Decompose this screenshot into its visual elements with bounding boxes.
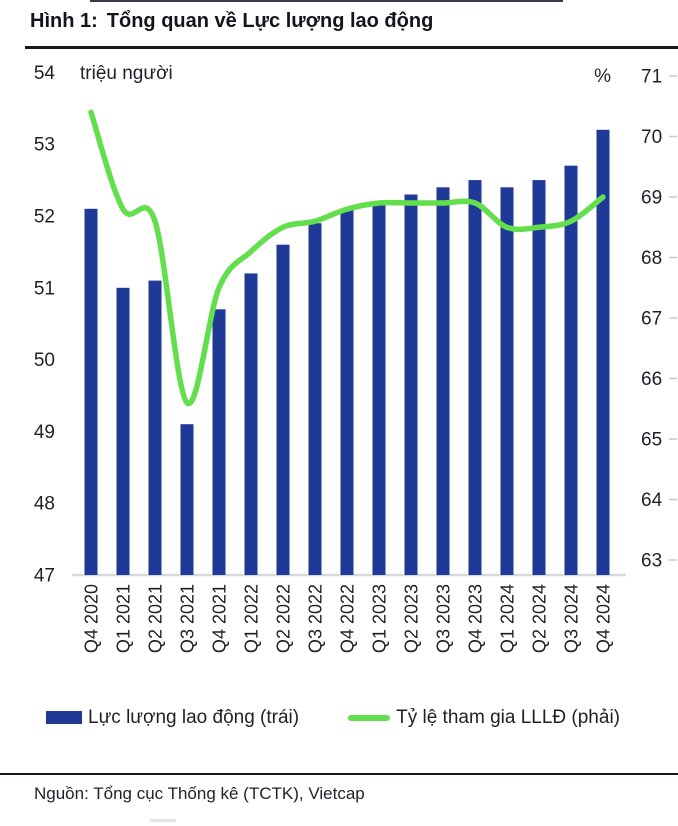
labor-force-chart: triệu người % 54 53 52 51 50 49 48 47 71 70 69 68 67 66…	[34, 62, 677, 653]
x-axis-label: Q3 2021	[178, 584, 198, 653]
right-axis-tick-label: 66	[641, 369, 662, 390]
footer-divider	[0, 772, 678, 775]
figure-header: Hình 1: Tổng quan về Lực lượng lao động	[0, 0, 678, 33]
x-axis-label: Q1 2023	[370, 584, 390, 653]
left-axis-tick-label: 48	[34, 493, 55, 514]
bar	[212, 308, 226, 575]
left-axis-tick-label: 51	[34, 278, 55, 299]
left-axis-tick-label: 52	[34, 206, 55, 227]
chart-legend: Lực lượng lao động (trái) Tỷ lệ tham gia…	[46, 703, 678, 733]
bar	[596, 129, 610, 575]
bar	[404, 194, 418, 575]
bar-series-label: Lực lượng lao động (trái)	[88, 706, 300, 728]
x-axis-label: Q4 2022	[338, 584, 358, 653]
right-axis-tick-label: 65	[641, 429, 662, 450]
bar	[276, 244, 290, 575]
left-axis-tick-label: 47	[34, 565, 55, 586]
bar	[84, 208, 98, 575]
left-axis-tick-label: 49	[34, 421, 55, 442]
x-axis-label: Q1 2021	[114, 584, 134, 653]
header-divider	[25, 46, 678, 49]
cropped-element-top	[90, 0, 563, 2]
figure-number: Hình 1:	[30, 10, 98, 32]
bar	[500, 186, 514, 575]
right-axis-tick-label: 70	[641, 127, 662, 148]
bar	[148, 280, 162, 575]
bar-series-swatch	[46, 711, 82, 724]
right-axis-tick-label: 69	[641, 187, 662, 208]
line-series-label: Tỷ lệ tham gia LLLĐ (phải)	[396, 706, 620, 728]
x-axis-label: Q2 2023	[402, 584, 422, 653]
x-axis-label: Q4 2020	[82, 584, 102, 653]
source-attribution: Nguồn: Tổng cục Thống kê (TCTK), Vietcap	[34, 784, 365, 803]
legend-item-participation-rate: Tỷ lệ tham gia LLLĐ (phải)	[348, 707, 620, 729]
x-axis-label: Q3 2024	[562, 584, 582, 653]
bar	[308, 222, 322, 575]
x-axis-label: Q4 2021	[210, 584, 230, 653]
right-axis-tick-label: 71	[641, 66, 662, 87]
x-axis-label: Q2 2022	[274, 584, 294, 653]
bar	[180, 423, 194, 575]
participation-rate-line	[88, 109, 606, 406]
legend-item-labor-force: Lực lượng lao động (trái)	[46, 707, 299, 729]
left-axis-tick-label: 53	[34, 134, 55, 155]
left-axis-tick-label: 50	[34, 350, 55, 371]
x-axis-label: Q4 2023	[466, 584, 486, 653]
bar	[436, 186, 450, 575]
bar	[244, 272, 258, 575]
right-axis-tick-label: 68	[641, 248, 662, 269]
right-axis-tick-label: 63	[641, 550, 662, 571]
line-series-swatch	[348, 714, 391, 721]
bar	[372, 201, 386, 575]
right-axis-tick-label: 64	[641, 490, 663, 511]
figure-title: Tổng quan về Lực lượng lao động	[106, 10, 434, 32]
cropped-element-bottom	[150, 819, 176, 822]
bar	[564, 165, 578, 575]
left-axis-tick-label: 54	[34, 62, 56, 83]
x-axis-label: Q2 2024	[530, 584, 550, 653]
x-axis-label: Q3 2023	[434, 584, 454, 653]
left-axis-unit-label: triệu người	[80, 63, 173, 84]
x-axis-label: Q2 2021	[146, 584, 166, 653]
bar	[468, 179, 482, 575]
x-axis-label: Q1 2022	[242, 584, 262, 653]
right-axis-unit-label: %	[594, 66, 611, 87]
bar	[116, 287, 130, 575]
x-axis-label: Q3 2022	[306, 584, 326, 653]
x-axis-label: Q4 2024	[594, 584, 614, 653]
right-axis-tick-label: 67	[641, 308, 662, 329]
x-axis-label: Q1 2024	[498, 584, 518, 653]
bar	[340, 208, 354, 575]
bar	[532, 179, 546, 575]
